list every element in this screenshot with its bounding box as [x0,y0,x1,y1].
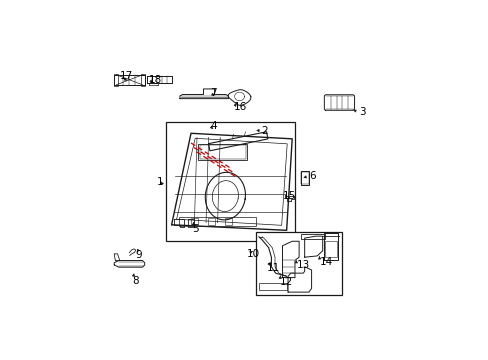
Text: 1: 1 [156,177,163,187]
Bar [198,144,247,160]
Text: 18: 18 [148,75,162,85]
Bar [190,218,198,225]
Text: 3: 3 [358,108,365,117]
Bar [300,171,309,185]
Bar [166,122,294,242]
Text: 12: 12 [279,276,292,287]
Text: 9: 9 [135,250,142,260]
Text: 15: 15 [283,192,296,202]
Text: 4: 4 [210,121,217,131]
Bar [207,218,215,225]
Text: 17: 17 [120,72,133,81]
Text: 5: 5 [192,224,199,234]
Text: 13: 13 [296,260,309,270]
Bar [114,74,117,86]
Bar [259,283,286,291]
Bar [325,241,336,257]
Text: 7: 7 [210,88,217,98]
Text: 14: 14 [319,257,332,267]
Text: 2: 2 [261,126,268,135]
Bar [179,217,256,226]
Text: 8: 8 [132,276,139,286]
Text: 10: 10 [246,249,260,260]
Bar [141,74,144,86]
Text: 16: 16 [233,102,247,112]
Bar [301,172,308,184]
Text: 6: 6 [308,171,315,181]
Bar [300,234,325,239]
Bar [256,232,342,296]
Bar [224,218,232,225]
Bar [199,145,245,159]
Text: 11: 11 [266,263,279,273]
